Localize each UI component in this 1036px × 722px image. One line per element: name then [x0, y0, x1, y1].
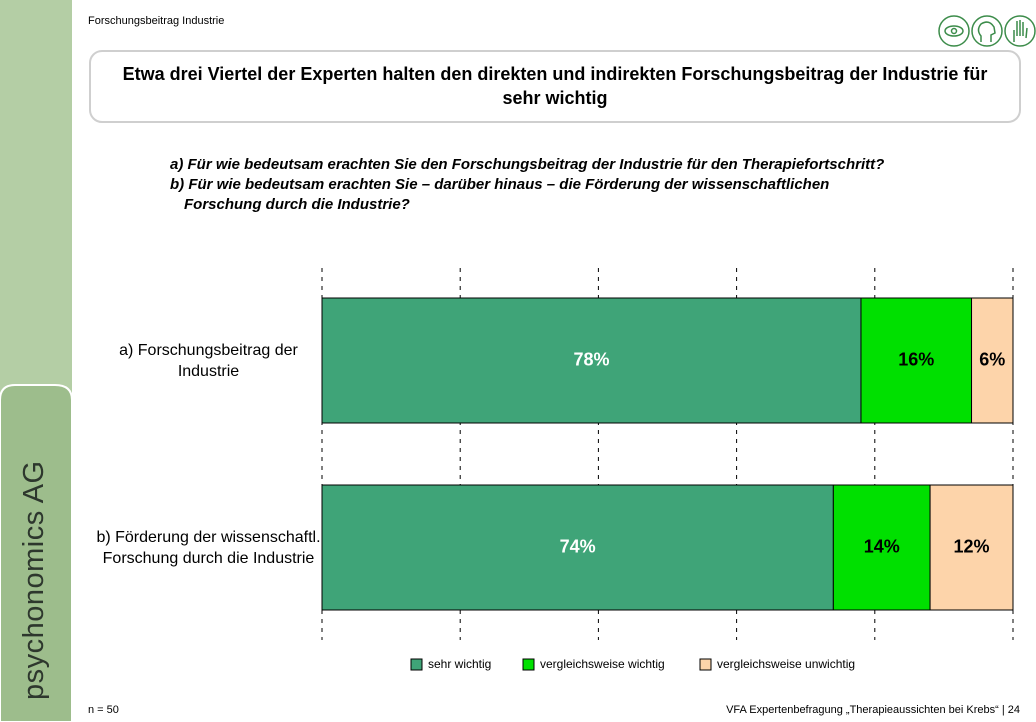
value-label: 6%	[979, 349, 1005, 369]
bar-segment	[971, 297, 1014, 424]
legend-swatch	[522, 658, 535, 671]
slide-title: Etwa drei Viertel der Experten halten de…	[122, 64, 988, 108]
category-label: b) Förderung der wissenschaftl. Forschun…	[96, 528, 321, 567]
questions: a) Für wie bedeutsam erachten Sie den Fo…	[170, 155, 900, 215]
icons	[938, 15, 1036, 47]
sidebar-panel	[0, 384, 73, 722]
value-label: 16%	[898, 349, 934, 369]
question: a) Für wie bedeutsam erachten Sie den Fo…	[170, 156, 885, 173]
brand: psychonomics AG	[18, 460, 50, 700]
footer-left: n = 50	[88, 704, 119, 716]
value-label: 14%	[864, 536, 900, 556]
value-label: 78%	[573, 349, 609, 369]
legend-swatch	[410, 658, 423, 671]
footer-right: VFA Expertenbefragung „Therapieaussichte…	[726, 704, 1020, 716]
legend-label: vergleichsweise wichtig	[540, 657, 665, 671]
bar-segment	[929, 484, 1014, 611]
question: b) Für wie bedeutsam erachten Sie – darü…	[170, 176, 830, 213]
legend-label: sehr wichtig	[428, 657, 491, 671]
category-label: a) Forschungsbeitrag der Industrie	[119, 341, 298, 380]
bar-segment	[321, 484, 834, 611]
legend-swatch	[699, 658, 712, 671]
value-label: 74%	[560, 536, 596, 556]
section-label: Forschungsbeitrag Industrie	[88, 15, 225, 27]
bar-segment	[860, 297, 973, 424]
legend-label: vergleichsweise unwichtig	[717, 657, 855, 671]
value-label: 12%	[954, 536, 990, 556]
title-box	[89, 50, 1021, 123]
bar-segment	[832, 484, 931, 611]
bar-segment	[321, 297, 862, 424]
